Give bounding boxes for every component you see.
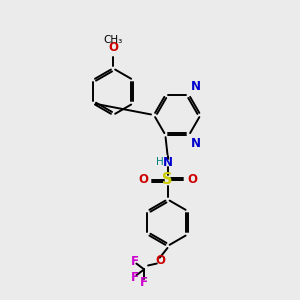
Text: F: F bbox=[130, 271, 138, 284]
Text: S: S bbox=[162, 172, 173, 188]
Text: N: N bbox=[191, 80, 201, 93]
Text: O: O bbox=[138, 173, 148, 186]
Text: O: O bbox=[187, 173, 197, 186]
Text: F: F bbox=[130, 255, 138, 268]
Text: N: N bbox=[163, 156, 172, 169]
Text: N: N bbox=[191, 137, 201, 150]
Text: F: F bbox=[140, 277, 148, 290]
Text: H: H bbox=[156, 158, 164, 167]
Text: CH₃: CH₃ bbox=[103, 35, 123, 45]
Text: O: O bbox=[108, 41, 118, 54]
Text: O: O bbox=[156, 254, 166, 267]
